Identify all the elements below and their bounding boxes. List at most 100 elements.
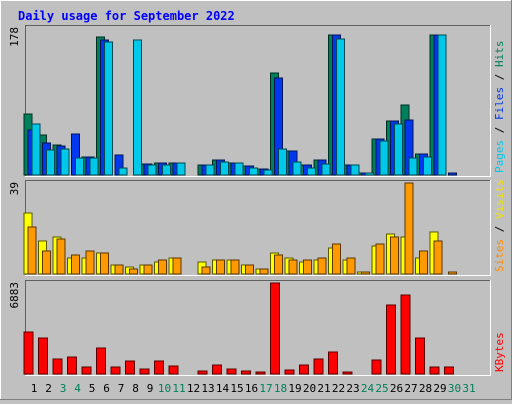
- bar-pages-day-29: [437, 34, 447, 176]
- bar-pages-day-13: [205, 164, 215, 176]
- bar-sites-day-28: [419, 250, 428, 275]
- x-label-day-1: 1: [31, 382, 38, 395]
- bar-pages-day-9: [147, 164, 157, 176]
- x-label-day-6: 6: [103, 382, 110, 395]
- bar-pages-day-24: [365, 172, 374, 176]
- x-label-day-16: 16: [245, 382, 258, 395]
- bar-sites-day-10: [158, 259, 167, 275]
- bar-sites-day-20: [303, 259, 312, 275]
- bar-sites-day-25: [375, 243, 385, 275]
- bar-kbytes-day-21: [313, 358, 324, 375]
- legend-separator: /: [493, 67, 506, 87]
- bar-pages-day-19: [292, 161, 302, 176]
- bar-kbytes-day-17: [255, 371, 266, 375]
- x-label-day-22: 22: [332, 382, 345, 395]
- bar-pages-day-16: [249, 167, 258, 176]
- bar-sites-day-15: [230, 259, 240, 275]
- bar-sites-day-9: [143, 264, 153, 275]
- bar-pages-day-28: [423, 156, 432, 176]
- legend-item-hits: Hits: [493, 41, 506, 68]
- bar-kbytes-day-15: [226, 368, 237, 375]
- x-label-day-10: 10: [158, 382, 171, 395]
- x-label-day-2: 2: [45, 382, 52, 395]
- chart-title: Daily usage for September 2022: [18, 9, 235, 23]
- x-label-day-9: 9: [147, 382, 154, 395]
- bar-kbytes-day-23: [342, 371, 353, 375]
- bar-pages-day-26: [394, 123, 403, 176]
- bar-pages-day-10: [162, 164, 171, 176]
- bar-pages-day-5: [89, 157, 99, 176]
- bar-pages-day-23: [350, 164, 360, 176]
- bar-sites-day-5: [85, 250, 95, 275]
- x-label-day-31: 31: [462, 382, 475, 395]
- panel-1-legend: Pages / Files / Hits: [493, 41, 506, 174]
- bar-pages-day-2: [46, 149, 55, 176]
- x-label-day-19: 19: [288, 382, 301, 395]
- bar-kbytes-day-5: [81, 366, 92, 375]
- bar-kbytes-day-2: [38, 337, 48, 375]
- bar-kbytes-day-30: [444, 366, 454, 375]
- x-label-day-23: 23: [346, 382, 359, 395]
- bar-kbytes-day-1: [23, 331, 34, 375]
- bar-sites-day-21: [317, 257, 327, 275]
- x-label-day-11: 11: [172, 382, 185, 395]
- bar-sites-day-17: [259, 268, 269, 275]
- x-label-day-24: 24: [361, 382, 375, 395]
- bar-sites-day-23: [346, 257, 356, 275]
- x-label-day-30: 30: [448, 382, 461, 395]
- bar-kbytes-day-4: [67, 356, 77, 375]
- bar-kbytes-day-29: [429, 366, 440, 375]
- x-label-day-3: 3: [60, 382, 67, 395]
- legend-item-files: Files: [493, 87, 506, 120]
- bar-sites-day-22: [332, 243, 341, 275]
- bar-pages-day-18: [278, 148, 287, 176]
- bar-sites-day-8: [129, 268, 138, 275]
- bar-sites-day-27: [404, 182, 414, 275]
- legend-item-sites: Sites: [493, 239, 506, 272]
- panel-1-ymax-label: 178: [8, 27, 21, 47]
- x-label-day-20: 20: [303, 382, 316, 395]
- bar-kbytes-day-27: [400, 294, 411, 375]
- x-label-day-4: 4: [74, 382, 81, 395]
- bar-pages-day-22: [336, 38, 345, 176]
- bar-pages-day-4: [75, 157, 84, 176]
- bar-files-day-30: [448, 172, 457, 176]
- panel-2: 39 Sites / Visits: [8, 179, 506, 276]
- x-label-day-29: 29: [433, 382, 446, 395]
- bar-kbytes-day-22: [328, 351, 338, 375]
- bar-pages-day-20: [307, 167, 316, 176]
- bar-sites-day-16: [245, 264, 254, 275]
- x-label-day-7: 7: [118, 382, 125, 395]
- legend-item-visits: Visits: [493, 179, 506, 219]
- chart-panels: 178 Pages / Files / Hits 39 Sites / Visits 6…: [8, 25, 506, 376]
- panel-2-legend: Sites / Visits: [493, 179, 506, 272]
- bar-kbytes-day-3: [52, 358, 63, 375]
- bar-pages-day-15: [234, 162, 244, 176]
- bar-pages-day-27: [408, 157, 418, 176]
- x-label-day-15: 15: [230, 382, 243, 395]
- bar-pages-day-21: [321, 163, 331, 176]
- x-label-day-25: 25: [375, 382, 388, 395]
- bar-sites-day-6: [100, 252, 109, 275]
- bar-pages-day-8: [133, 39, 142, 176]
- bar-sites-day-19: [288, 259, 298, 275]
- x-label-day-28: 28: [419, 382, 432, 395]
- bar-kbytes-day-20: [299, 364, 309, 375]
- x-label-day-12: 12: [187, 382, 200, 395]
- bar-pages-day-25: [379, 140, 389, 176]
- bar-sites-day-13: [201, 266, 211, 275]
- bar-pages-day-3: [60, 148, 70, 176]
- panel-3-ymax-label: 6883: [8, 282, 21, 309]
- bar-sites-day-30: [448, 271, 457, 275]
- panel-3: 6883 KBytes: [8, 280, 506, 376]
- bar-sites-day-11: [172, 257, 182, 275]
- bar-kbytes-day-19: [284, 369, 295, 375]
- x-label-day-8: 8: [132, 382, 139, 395]
- bar-sites-day-26: [390, 236, 399, 275]
- bar-sites-day-18: [274, 254, 283, 275]
- bar-kbytes-day-14: [212, 364, 222, 375]
- panel-2-ymax-label: 39: [8, 182, 21, 195]
- bar-sites-day-14: [216, 259, 225, 275]
- legend-item-pages: Pages: [493, 140, 506, 173]
